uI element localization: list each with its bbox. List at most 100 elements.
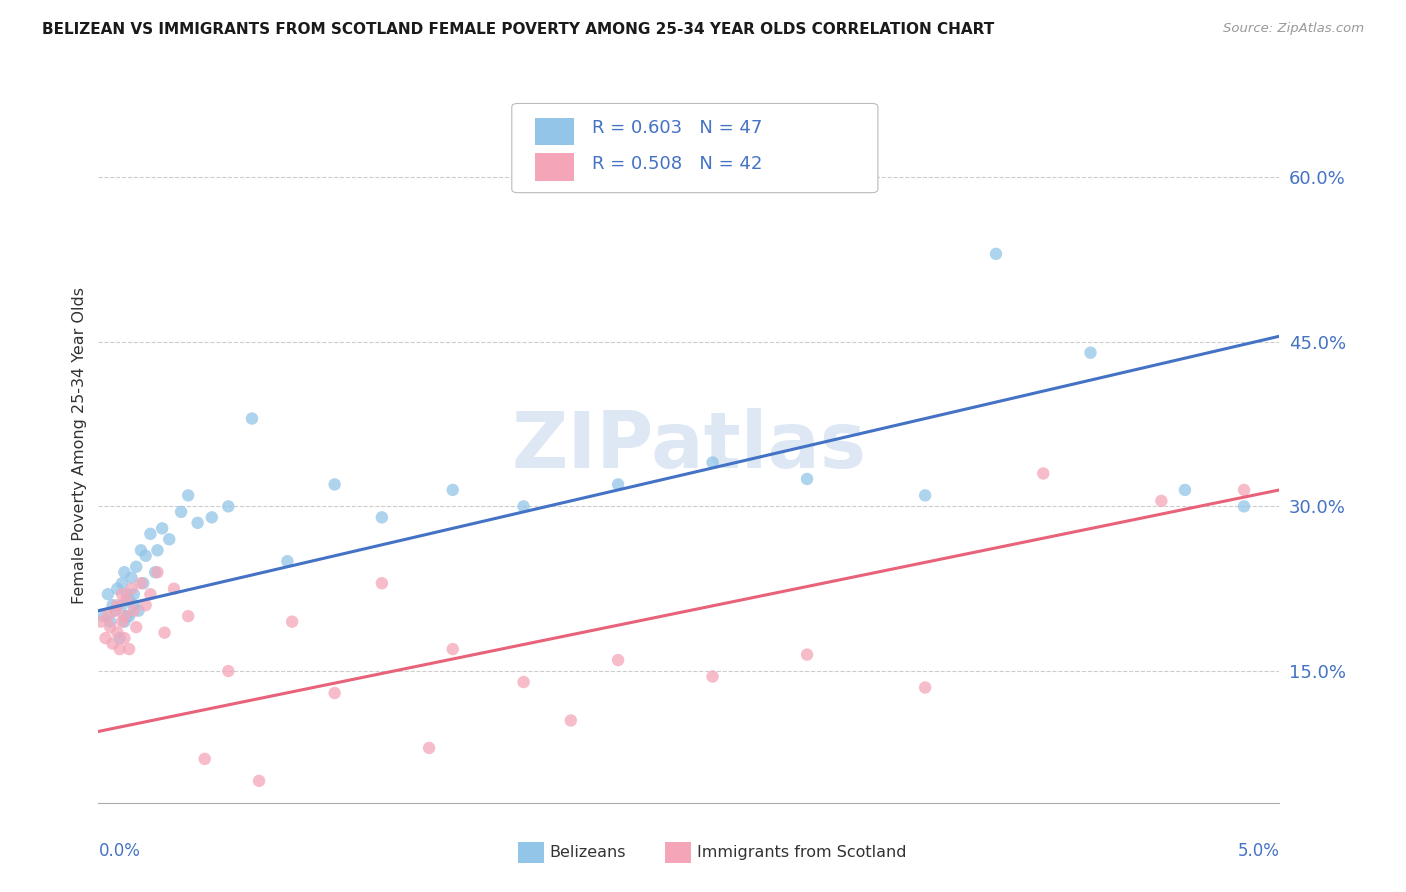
Text: R = 0.508   N = 42: R = 0.508 N = 42: [592, 155, 762, 173]
Point: [146, 543, 169, 558]
Point: [1032, 467, 1054, 481]
Point: [796, 648, 818, 662]
Point: [441, 483, 464, 497]
Point: [121, 571, 143, 585]
Point: [135, 598, 157, 612]
Point: [276, 554, 298, 568]
Point: [122, 587, 145, 601]
Point: [914, 488, 936, 502]
Point: [129, 576, 152, 591]
Point: [118, 609, 141, 624]
Point: [281, 615, 304, 629]
Point: [170, 505, 193, 519]
Point: [122, 604, 145, 618]
Point: [94, 631, 117, 645]
Point: [105, 582, 128, 596]
Point: [560, 714, 582, 728]
Point: [112, 615, 135, 629]
Point: [112, 609, 135, 624]
Bar: [517, 842, 544, 863]
Point: [128, 604, 150, 618]
Point: [702, 455, 724, 469]
Text: 5.0%: 5.0%: [1237, 842, 1279, 860]
Point: [125, 559, 148, 574]
Point: [201, 510, 224, 524]
Point: [101, 598, 124, 612]
Point: [121, 582, 143, 596]
Point: [441, 642, 464, 657]
Bar: [536, 118, 575, 145]
Point: [796, 472, 818, 486]
Point: [104, 604, 127, 618]
Point: [157, 533, 180, 547]
Point: [108, 642, 131, 657]
Point: [112, 566, 135, 580]
Text: BELIZEAN VS IMMIGRANTS FROM SCOTLAND FEMALE POVERTY AMONG 25-34 YEAR OLDS CORREL: BELIZEAN VS IMMIGRANTS FROM SCOTLAND FEM…: [42, 22, 994, 37]
Point: [101, 637, 124, 651]
Point: [702, 669, 724, 683]
Point: [98, 620, 121, 634]
Point: [323, 477, 346, 491]
Point: [512, 500, 534, 514]
Point: [111, 576, 134, 591]
Point: [1233, 500, 1256, 514]
Point: [111, 615, 134, 629]
Y-axis label: Female Poverty Among 25-34 Year Olds: Female Poverty Among 25-34 Year Olds: [72, 287, 87, 605]
Point: [108, 631, 131, 645]
Point: [139, 526, 162, 541]
Point: [129, 543, 152, 558]
Point: [91, 609, 114, 624]
Point: [984, 247, 1007, 261]
Text: Immigrants from Scotland: Immigrants from Scotland: [697, 846, 907, 860]
FancyBboxPatch shape: [512, 103, 877, 193]
Point: [97, 609, 120, 624]
Point: [115, 609, 138, 624]
Point: [146, 566, 169, 580]
Point: [1150, 494, 1173, 508]
Point: [607, 477, 630, 491]
Bar: [536, 153, 575, 180]
Point: [132, 576, 155, 591]
Point: [177, 609, 200, 624]
Point: [217, 500, 239, 514]
Point: [125, 620, 148, 634]
Point: [105, 598, 128, 612]
Text: ZIPatlas: ZIPatlas: [512, 408, 866, 484]
Point: [111, 598, 134, 612]
Point: [115, 587, 138, 601]
Text: Source: ZipAtlas.com: Source: ZipAtlas.com: [1223, 22, 1364, 36]
Point: [150, 521, 173, 535]
Point: [115, 592, 138, 607]
Point: [98, 615, 121, 629]
Text: R = 0.603   N = 47: R = 0.603 N = 47: [592, 120, 762, 137]
Bar: [665, 842, 692, 863]
Point: [153, 625, 176, 640]
Point: [217, 664, 239, 678]
Point: [371, 510, 394, 524]
Point: [371, 576, 394, 591]
Point: [418, 740, 440, 755]
Point: [118, 642, 141, 657]
Point: [112, 631, 135, 645]
Text: Belizeans: Belizeans: [550, 846, 626, 860]
Point: [122, 598, 145, 612]
Point: [104, 604, 127, 618]
Point: [139, 587, 162, 601]
Point: [240, 411, 263, 425]
Point: [143, 566, 166, 580]
Point: [1233, 483, 1256, 497]
Point: [105, 625, 128, 640]
Point: [90, 615, 112, 629]
Point: [914, 681, 936, 695]
Point: [163, 582, 186, 596]
Point: [194, 752, 217, 766]
Point: [1080, 345, 1102, 359]
Point: [177, 488, 200, 502]
Point: [247, 773, 270, 788]
Point: [512, 675, 534, 690]
Text: 0.0%: 0.0%: [98, 842, 141, 860]
Point: [187, 516, 209, 530]
Point: [118, 592, 141, 607]
Point: [607, 653, 630, 667]
Point: [323, 686, 346, 700]
